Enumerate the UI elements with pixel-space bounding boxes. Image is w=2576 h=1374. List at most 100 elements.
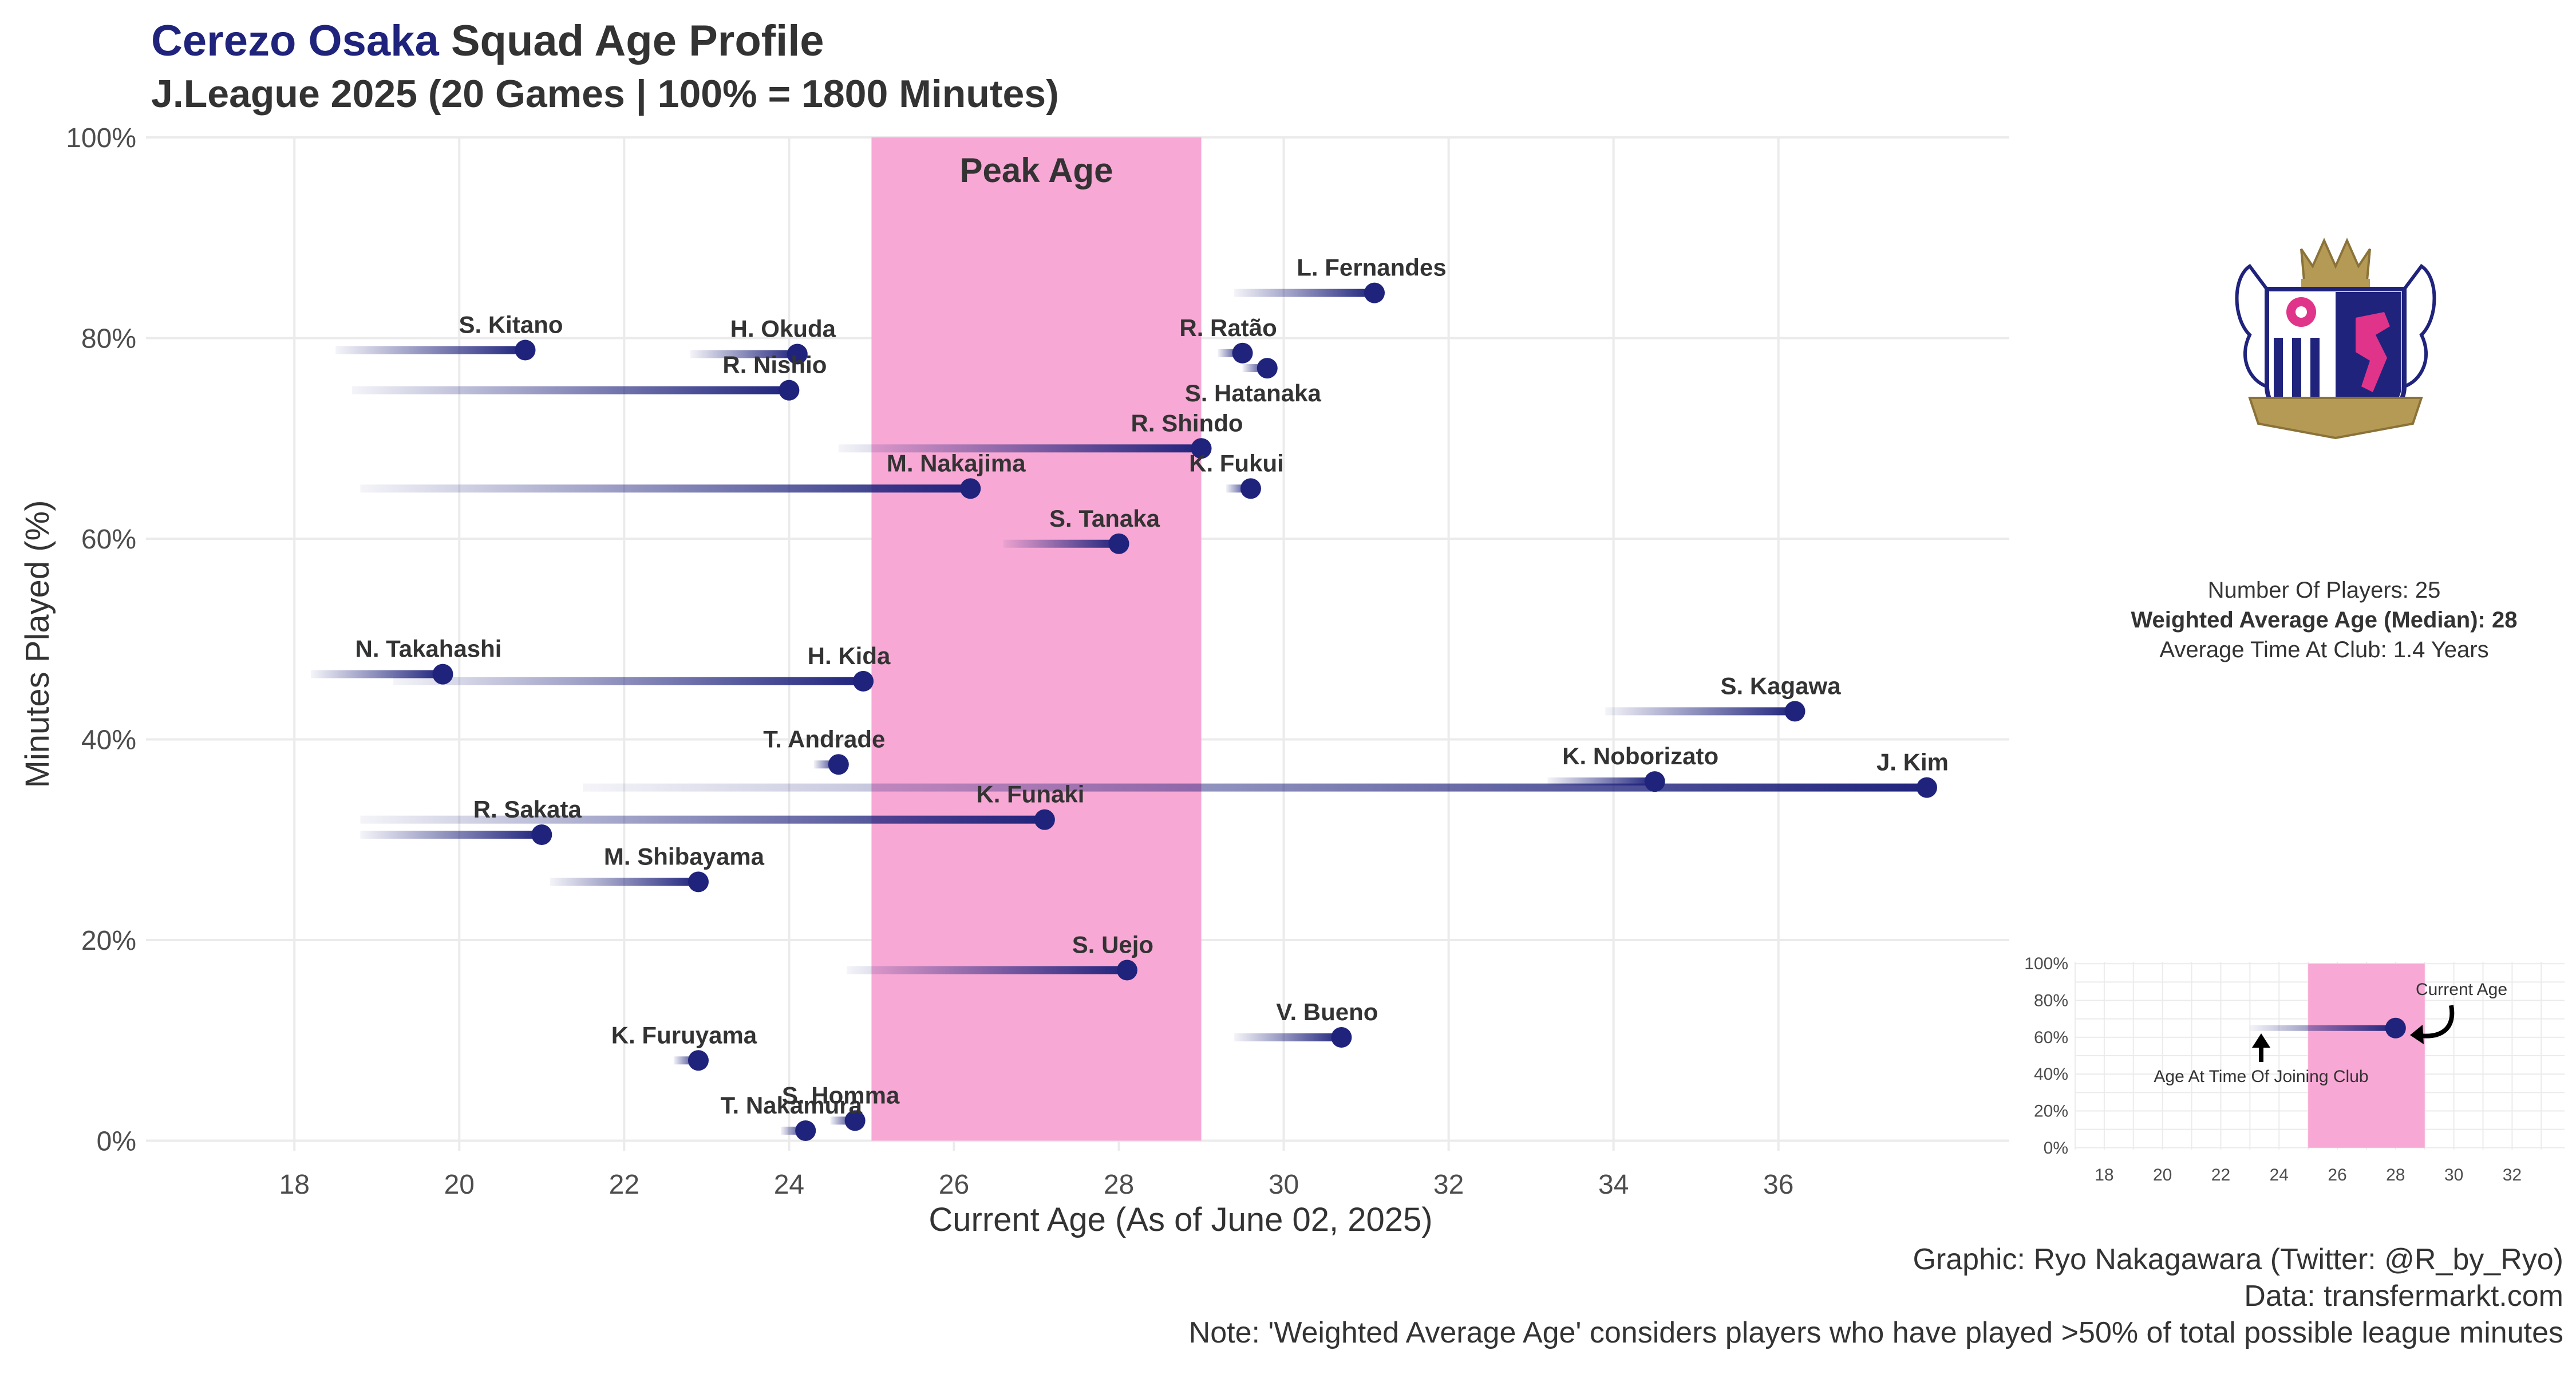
inset-y-tick-label: 100% xyxy=(2024,954,2068,973)
peak-age-rect xyxy=(871,137,1202,1141)
player-point xyxy=(1784,701,1805,722)
arrow-current-age xyxy=(2416,1005,2455,1039)
inset-x-tick-label: 20 xyxy=(2153,1166,2172,1185)
main-axes: 18 20 22 24 26 28 30 32 34 36 0% 20% 40% 60% 80% 100% Cu… xyxy=(19,123,1793,1238)
player-label: T. Nakamura xyxy=(720,1092,862,1119)
player-label: S. Uejo xyxy=(1072,931,1153,958)
player-label: J. Kim xyxy=(1876,749,1949,776)
club-crest xyxy=(2227,226,2444,458)
inset-x-tick-label: 18 xyxy=(2095,1166,2113,1185)
peak-age-label: Peak Age xyxy=(960,151,1113,189)
tenure-line xyxy=(335,346,526,354)
player-label: K. Fukui xyxy=(1189,449,1284,476)
player-point xyxy=(432,664,453,685)
x-tick-label: 20 xyxy=(444,1170,475,1200)
caption-data: Data: transfermarkt.com xyxy=(2244,1280,2563,1313)
inset-y-tick-label: 0% xyxy=(2044,1139,2068,1158)
inset-y-tick-label: 80% xyxy=(2034,992,2068,1010)
squad-stats: Number Of Players: 25 Weighted Average A… xyxy=(2067,575,2576,665)
caption-note: Note: 'Weighted Average Age' considers p… xyxy=(1188,1316,2563,1349)
arrowhead-current-age xyxy=(2410,1025,2424,1044)
tenure-line xyxy=(838,444,1202,453)
player-point xyxy=(1191,438,1212,459)
player-point xyxy=(1108,533,1129,554)
player-labels: L. Fernandes S. Kitano H. Okuda R. Ratão S. … xyxy=(355,254,1949,1119)
inset-point xyxy=(2385,1017,2406,1039)
player-point xyxy=(960,478,981,499)
tenure-line xyxy=(393,677,864,685)
player-point xyxy=(688,871,709,893)
player-label: R. Ratão xyxy=(1179,314,1277,341)
player-point xyxy=(1916,777,1937,798)
inset-x-tick-label: 30 xyxy=(2444,1166,2463,1185)
tenure-line xyxy=(1234,289,1374,297)
player-point xyxy=(1240,478,1261,499)
y-axis-title: Minutes Played (%) xyxy=(19,500,56,788)
tenure-line xyxy=(847,966,1127,974)
inset-y-tick-label: 20% xyxy=(2034,1101,2068,1120)
x-tick-label: 28 xyxy=(1104,1170,1134,1200)
player-point xyxy=(787,344,808,365)
player-label: N. Takahashi xyxy=(355,635,502,662)
tenure-line xyxy=(360,830,542,839)
x-axis-title: Current Age (As of June 02, 2025) xyxy=(929,1201,1432,1238)
y-tick-label: 100% xyxy=(66,123,136,153)
player-label: H. Okuda xyxy=(730,315,836,342)
x-tick-label: 22 xyxy=(609,1170,639,1200)
stat-average-time-at-club: Average Time At Club: 1.4 Years xyxy=(2159,637,2489,662)
tenure-lines xyxy=(311,289,1927,1135)
y-tick-label: 0% xyxy=(97,1126,136,1156)
player-label: L. Fernandes xyxy=(1297,254,1446,281)
player-point xyxy=(828,754,849,775)
legend-inset: 18 20 22 24 26 28 30 32 0% 20% 40% 60% 80% 100% Curren… xyxy=(2024,954,2565,1185)
player-label: K. Furuyama xyxy=(611,1021,757,1048)
y-tick-label: 80% xyxy=(81,323,136,354)
tenure-line xyxy=(550,878,698,886)
page-subtitle: J.League 2025 (20 Games | 100% = 1800 Mi… xyxy=(151,72,1059,116)
player-label: S. Tanaka xyxy=(1049,505,1160,532)
x-tick-label: 34 xyxy=(1598,1170,1629,1200)
y-tick-label: 60% xyxy=(81,524,136,555)
player-label: R. Sakata xyxy=(473,796,582,823)
caption: Graphic: Ryo Nakagawara (Twitter: @R_by_… xyxy=(1189,1241,2563,1351)
inset-tenure-line xyxy=(2250,1025,2396,1031)
player-point xyxy=(1257,358,1278,379)
player-label: V. Bueno xyxy=(1276,998,1378,1025)
tenure-line xyxy=(360,815,1045,824)
inset-y-tick-label: 40% xyxy=(2034,1065,2068,1084)
tenure-line xyxy=(1003,539,1119,548)
inset-x-tick-label: 28 xyxy=(2386,1166,2405,1185)
stat-number-of-players: Number Of Players: 25 xyxy=(2207,578,2441,603)
player-label: T. Andrade xyxy=(763,725,885,752)
y-tick-label: 20% xyxy=(81,926,136,956)
player-label: S. Hatanaka xyxy=(1185,380,1322,406)
player-label: R. Shindo xyxy=(1131,409,1243,436)
tenure-line xyxy=(1234,1033,1342,1041)
y-tick-label: 40% xyxy=(81,725,136,755)
stat-weighted-average-age: Weighted Average Age (Median): 28 xyxy=(2131,607,2518,633)
player-point xyxy=(1644,771,1665,792)
x-tick-label: 26 xyxy=(939,1170,969,1200)
player-label: S. Kitano xyxy=(459,311,563,338)
inset-x-tick-label: 32 xyxy=(2503,1166,2522,1185)
x-tick-label: 32 xyxy=(1433,1170,1464,1200)
tenure-line xyxy=(352,386,789,394)
player-point xyxy=(853,670,874,692)
player-point xyxy=(1232,342,1253,364)
player-point xyxy=(1116,960,1137,981)
player-point xyxy=(1331,1026,1352,1048)
player-point xyxy=(688,1050,709,1071)
player-point xyxy=(795,1120,816,1141)
player-point xyxy=(779,380,800,401)
player-label: M. Shibayama xyxy=(604,843,765,870)
player-label: K. Noborizato xyxy=(1562,743,1718,769)
inset-y-tick-label: 60% xyxy=(2034,1028,2068,1047)
crest-icon xyxy=(2235,238,2436,440)
tenure-line xyxy=(1605,707,1795,716)
player-label: K. Funaki xyxy=(976,781,1084,808)
player-label: S. Kagawa xyxy=(1720,672,1841,699)
player-point xyxy=(844,1110,866,1131)
tenure-line xyxy=(311,670,443,678)
tenure-line xyxy=(690,350,797,358)
